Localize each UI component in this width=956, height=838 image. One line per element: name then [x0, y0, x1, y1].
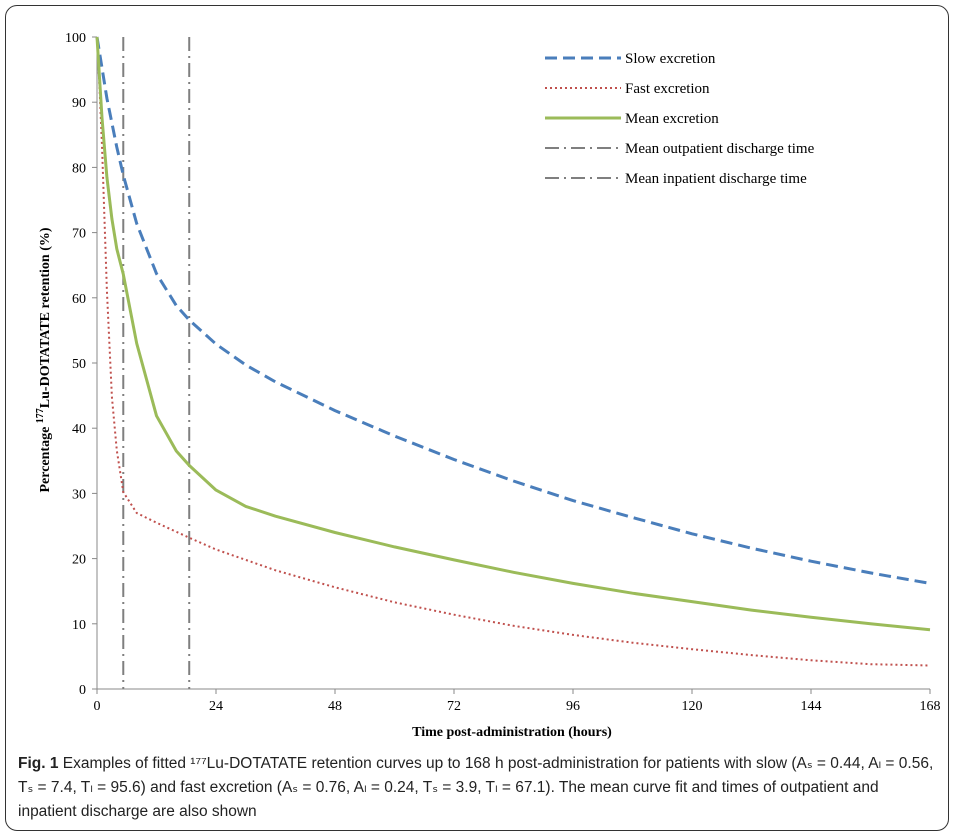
y-tick-label: 0	[79, 683, 86, 698]
figure-caption: Fig. 1 Examples of fitted ¹⁷⁷Lu-DOTATATE…	[18, 752, 938, 824]
series-lines	[95, 36, 931, 667]
y-tick-label: 70	[72, 227, 86, 242]
x-tick-label: 48	[328, 699, 342, 714]
y-tick-label: 20	[72, 553, 86, 568]
legend: Slow excretion Fast excretion Mean excreti…	[545, 51, 815, 187]
x-tick-label: 96	[566, 699, 580, 714]
legend-label: Mean excretion	[625, 111, 719, 127]
x-tick-label: 72	[447, 699, 461, 714]
x-axis-title: Time post-administration (hours)	[412, 725, 612, 740]
figure-frame	[5, 5, 949, 831]
legend-label: Mean outpatient discharge time	[625, 141, 815, 157]
y-tick-label: 50	[72, 357, 86, 372]
y-tick-label: 90	[72, 96, 86, 111]
x-tick-label: 168	[920, 699, 941, 714]
x-tick-label: 120	[682, 699, 703, 714]
x-tick-label: 24	[209, 699, 223, 714]
axes: 0 10 20 30 40 50 60 70 80 90 100 0 24 48 72 96 120 144 168	[65, 31, 941, 714]
y-tick-label: 10	[72, 618, 86, 633]
y-axis-title-suffix: Lu-DOTATATE retention (%)	[38, 227, 53, 408]
y-tick-label: 40	[72, 422, 86, 437]
chart: 0 10 20 30 40 50 60 70 80 90 100 0 24 48 72 96 120 144 168…	[35, 31, 941, 740]
series-line	[95, 36, 931, 585]
series-line	[96, 36, 931, 667]
y-tick-label: 80	[72, 161, 86, 176]
discharge-lines	[122, 37, 191, 689]
caption-text: Examples of fitted ¹⁷⁷Lu-DOTATATE retent…	[18, 755, 934, 820]
y-tick-label: 30	[72, 487, 86, 502]
y-axis-title-prefix: Percentage	[38, 423, 53, 492]
legend-label: Fast excretion	[625, 81, 710, 97]
x-tick-label: 0	[94, 699, 101, 714]
legend-label: Slow excretion	[625, 51, 716, 67]
legend-label: Mean inpatient discharge time	[625, 171, 807, 187]
caption-fig-label: Fig. 1	[18, 755, 59, 772]
y-axis-title-sup: 177	[35, 408, 46, 423]
y-axis-title: Percentage 177Lu-DOTATATE retention (%)	[35, 227, 53, 492]
y-tick-label: 100	[65, 31, 86, 46]
series-line	[95, 36, 931, 632]
y-tick-label: 60	[72, 292, 86, 307]
x-tick-label: 144	[801, 699, 822, 714]
